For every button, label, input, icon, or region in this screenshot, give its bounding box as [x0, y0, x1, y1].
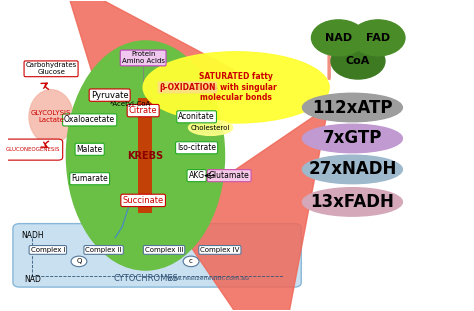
- Ellipse shape: [66, 41, 225, 270]
- Text: c: c: [189, 258, 193, 264]
- Text: Cholesterol: Cholesterol: [191, 125, 230, 131]
- Ellipse shape: [302, 188, 402, 216]
- Text: SATURATED fatty
acids with singular
molecular bonds: SATURATED fatty acids with singular mole…: [195, 72, 277, 102]
- Circle shape: [183, 256, 199, 267]
- Text: FAD: FAD: [366, 33, 390, 43]
- FancyBboxPatch shape: [137, 98, 153, 213]
- Text: AKG: AKG: [189, 171, 205, 180]
- Text: 13xFADH: 13xFADH: [310, 193, 394, 211]
- Text: Iso-citrate: Iso-citrate: [177, 143, 216, 152]
- FancyArrowPatch shape: [169, 107, 328, 311]
- Text: *Acetyl-CoA: *Acetyl-CoA: [109, 101, 151, 107]
- Text: Pyruvate: Pyruvate: [91, 91, 128, 100]
- Text: 27xNADH: 27xNADH: [308, 160, 397, 179]
- Text: www.realizehealth.com.au: www.realizehealth.com.au: [167, 276, 250, 281]
- Ellipse shape: [29, 90, 73, 144]
- Ellipse shape: [302, 155, 402, 184]
- Text: Complex III: Complex III: [145, 247, 183, 253]
- Text: Protein
Amino Acids: Protein Amino Acids: [122, 52, 164, 64]
- Text: 7xGTP: 7xGTP: [323, 129, 382, 147]
- Text: Fumarate: Fumarate: [71, 174, 108, 183]
- Text: KREBS: KREBS: [128, 151, 164, 160]
- Text: Q: Q: [76, 258, 82, 264]
- FancyBboxPatch shape: [13, 224, 301, 287]
- Ellipse shape: [302, 124, 402, 153]
- Text: Complex I: Complex I: [30, 247, 65, 253]
- Text: Aconitate: Aconitate: [178, 112, 215, 121]
- Text: Malate: Malate: [77, 145, 103, 154]
- Text: CYTOCHROMES: CYTOCHROMES: [113, 274, 178, 283]
- Ellipse shape: [143, 52, 329, 123]
- Text: NAD: NAD: [325, 33, 352, 43]
- Ellipse shape: [302, 93, 402, 122]
- Text: GLYCOLYSIS
Lactate: GLYCOLYSIS Lactate: [31, 110, 71, 123]
- FancyArrowPatch shape: [64, 0, 234, 239]
- Text: Glutamate: Glutamate: [209, 171, 249, 180]
- Text: Citrate: Citrate: [129, 106, 157, 115]
- Text: Complex II: Complex II: [85, 247, 122, 253]
- Text: NADH: NADH: [21, 231, 44, 240]
- Circle shape: [331, 43, 385, 79]
- Text: GLUCONEOGENESIS: GLUCONEOGENESIS: [6, 147, 60, 152]
- Ellipse shape: [189, 120, 233, 135]
- Text: Oxaloacetate: Oxaloacetate: [64, 115, 115, 124]
- FancyBboxPatch shape: [4, 139, 63, 160]
- Text: 112xATP: 112xATP: [312, 99, 392, 117]
- Circle shape: [311, 20, 365, 56]
- Text: Complex IV: Complex IV: [200, 247, 239, 253]
- Text: Succinate: Succinate: [122, 196, 164, 205]
- Text: Carbohydrates
Glucose: Carbohydrates Glucose: [26, 62, 77, 75]
- Text: CoA: CoA: [346, 56, 370, 66]
- Text: NAD: NAD: [24, 275, 41, 284]
- Circle shape: [351, 20, 405, 56]
- Text: β-OXIDATION: β-OXIDATION: [159, 83, 216, 92]
- Circle shape: [71, 256, 87, 267]
